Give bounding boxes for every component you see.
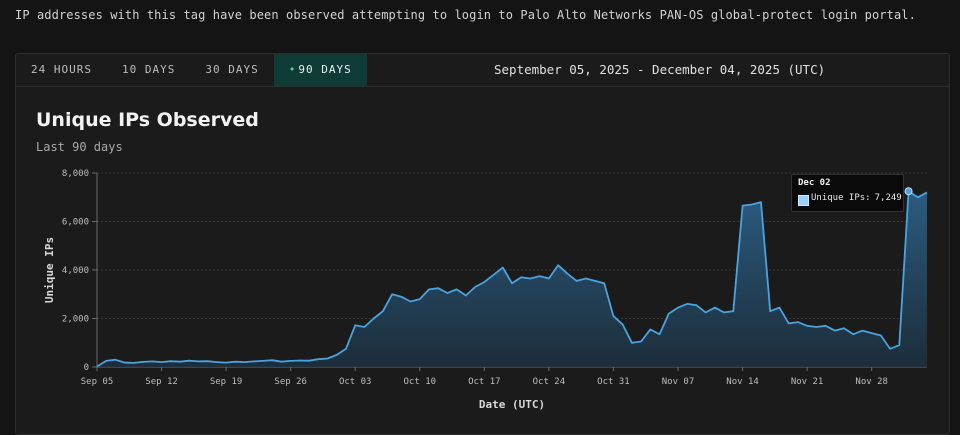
x-axis-label: Date (UTC) <box>479 398 545 411</box>
chart-plot: 0 2,000 4,000 6,000 8,000 Sep 05 Sep 12 Sep 19… <box>43 169 928 411</box>
tab-90-days[interactable]: • 90 DAYS <box>273 54 367 86</box>
tab-label: 90 DAYS <box>298 63 352 76</box>
tag-description: IP addresses with this tag have been obs… <box>15 8 916 22</box>
legend-swatch-icon <box>798 195 809 206</box>
tooltip-line: Unique IPs: 7,249 <box>811 193 902 203</box>
y-tick-label: 0 <box>84 363 89 373</box>
highlighted-point <box>904 187 913 196</box>
tab-24-hours[interactable]: 24 HOURS <box>16 54 107 86</box>
x-tick-label: Nov 14 <box>726 377 759 387</box>
y-tick-label: 6,000 <box>62 218 89 228</box>
x-tick-label: Sep 19 <box>210 377 243 387</box>
chart-title: Unique IPs Observed <box>36 109 259 131</box>
date-range-label: September 05, 2025 - December 04, 2025 (… <box>494 62 826 77</box>
tab-label: 30 DAYS <box>205 63 259 76</box>
x-tick-label: Oct 10 <box>404 377 437 387</box>
x-axis: Sep 05 Sep 12 Sep 19 Sep 26 Oct 03 Oct 10 Oct … <box>81 366 927 387</box>
series-area <box>97 191 927 367</box>
data-tooltip: Dec 02 Unique IPs: 7,249 <box>791 174 904 212</box>
x-tick-label: Oct 24 <box>533 377 566 387</box>
x-tick-label: Oct 31 <box>597 377 630 387</box>
y-axis-label: Unique IPs <box>43 237 56 303</box>
chart-subtitle: Last 90 days <box>36 140 123 154</box>
time-range-tabbar: 24 HOURS 10 DAYS 30 DAYS • 90 DAYS Septem… <box>16 54 949 87</box>
series-line <box>96 190 928 368</box>
tab-30-days[interactable]: 30 DAYS <box>190 54 273 86</box>
x-tick-label: Nov 07 <box>662 377 695 387</box>
y-axis: 0 2,000 4,000 6,000 8,000 <box>62 169 98 373</box>
series-unique-ips[interactable] <box>96 187 928 368</box>
chart-panel: 24 HOURS 10 DAYS 30 DAYS • 90 DAYS Septem… <box>15 53 950 435</box>
y-tick-label: 8,000 <box>62 169 89 179</box>
y-tick-label: 4,000 <box>62 266 89 276</box>
tooltip-date: Dec 02 <box>798 178 831 188</box>
x-tick-label: Sep 12 <box>145 377 178 387</box>
x-tick-label: Oct 17 <box>468 377 501 387</box>
tab-label: 10 DAYS <box>121 63 176 76</box>
x-tick-label: Nov 28 <box>855 377 888 387</box>
y-tick-label: 2,000 <box>62 315 89 325</box>
tab-10-days[interactable]: 10 DAYS <box>107 54 190 86</box>
x-tick-label: Sep 05 <box>81 377 114 387</box>
tooltip-series-label: Unique IPs: <box>811 193 871 203</box>
tooltip-value: 7,249 <box>874 193 902 203</box>
active-dot-icon: • <box>288 63 297 76</box>
x-tick-label: Oct 03 <box>339 377 372 387</box>
x-tick-label: Nov 21 <box>791 377 824 387</box>
x-tick-label: Sep 26 <box>274 377 307 387</box>
time-range-tabs: 24 HOURS 10 DAYS 30 DAYS • 90 DAYS <box>16 54 367 86</box>
tab-label: 24 HOURS <box>31 63 92 76</box>
